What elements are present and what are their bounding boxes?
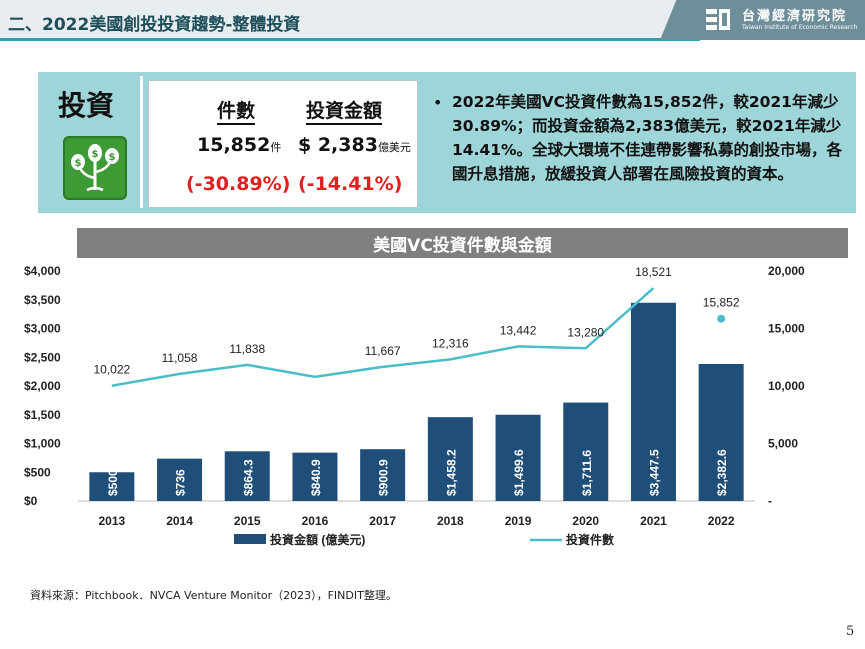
y-left-tick-label: $1,500 (24, 408, 61, 422)
logo-background (660, 0, 865, 40)
slide-title: 二、2022美國創投投資趨勢-整體投資 (8, 15, 301, 35)
x-tick-label: 2016 (302, 514, 329, 528)
bar (292, 452, 338, 501)
y-left-tick-label: $500 (24, 465, 51, 479)
count-value-label: 12,316 (432, 336, 469, 350)
y-right-tick-label: 20,000 (768, 264, 805, 278)
vc-investment-chart: $0 $500 $1,000 $1,500 $2,000 $2,500 $3,000 $3,5… (24, 264, 805, 547)
x-tick-label: 2013 (98, 514, 125, 528)
summary-bullet: • (433, 93, 443, 112)
y-right-tick-label: 10,000 (768, 379, 805, 393)
bar (157, 458, 203, 501)
bar (89, 472, 135, 501)
x-tick-label: 2014 (166, 514, 193, 528)
bar-value-label: $900.9 (377, 459, 391, 496)
count-value-label: 13,442 (500, 323, 537, 337)
logo-name: 台灣經濟研究院 (742, 9, 848, 24)
bar (427, 417, 473, 501)
count-value-label: 10,022 (93, 363, 130, 377)
svg-text:$: $ (75, 158, 82, 169)
bar-value-label: $840.9 (309, 459, 323, 496)
bar (495, 414, 541, 501)
header-underline (0, 38, 700, 41)
stat-box (148, 80, 418, 208)
bar-value-label: $500 (106, 469, 120, 496)
bar (360, 449, 406, 501)
bar (698, 364, 744, 501)
count-value-label: 13,280 (567, 325, 604, 339)
svg-text:$: $ (92, 149, 99, 160)
bar-value-label: $736 (174, 469, 188, 496)
x-tick-label: 2018 (437, 514, 464, 528)
y-right-tick-label: 15,000 (768, 322, 805, 336)
x-tick-label: 2015 (234, 514, 261, 528)
institute-logo-icon (706, 9, 730, 30)
bar (630, 302, 676, 501)
chart-title-band (77, 228, 848, 258)
x-tick-label: 2022 (708, 514, 735, 528)
y-right-tick-label: 5,000 (768, 437, 798, 451)
x-tick-label: 2021 (640, 514, 667, 528)
y-left-tick-label: $2,000 (24, 379, 61, 393)
y-left-tick-label: $1,000 (24, 437, 61, 451)
amount-value: $ 2,383億美元 (298, 134, 411, 156)
bar-value-label: $2,382.6 (715, 449, 729, 496)
count-value-label: 15,852 (703, 296, 740, 310)
legend-bar-label: 投資金額 (億美元) (270, 532, 365, 547)
y-left-tick-label: $3,500 (24, 293, 61, 307)
bar-value-label: $864.3 (241, 459, 255, 496)
source-note: 資料來源：Pitchbook．NVCA Venture Monitor（2023… (30, 589, 397, 602)
bar (224, 451, 270, 501)
y-right-tick-label: - (768, 494, 772, 508)
count-unit: 件 (270, 141, 282, 154)
page-number: 5 (846, 624, 855, 639)
bar-value-label: $1,711.6 (580, 450, 594, 496)
x-tick-label: 2020 (572, 514, 599, 528)
count-value-label: 11,058 (162, 351, 198, 365)
count-value-label: 11,838 (229, 342, 265, 356)
amount-number: $ 2,383 (298, 134, 378, 156)
x-tick-label: 2017 (369, 514, 396, 528)
count-number: 15,852 (197, 134, 271, 156)
amount-header: 投資金額 (306, 96, 383, 125)
money-plant-icon: $ $ $ (63, 136, 127, 200)
count-marker-2022 (717, 314, 726, 323)
bar-value-label: $3,447.5 (647, 449, 661, 496)
count-line (111, 287, 655, 387)
legend-bar-swatch (234, 534, 266, 544)
summary-text: 2022年美國VC投資件數為15,852件，較2021年減少30.89%；而投資… (452, 93, 843, 183)
chart-title: 美國VC投資件數與金額 (373, 236, 552, 256)
y-left-tick-label: $0 (24, 494, 38, 508)
panel-title: 投資 (58, 89, 115, 122)
svg-text:$: $ (109, 152, 116, 163)
logo-english-name: Taiwan Institute of Economic Research (742, 24, 858, 31)
bar (563, 402, 609, 501)
count-value-label: 11,667 (365, 344, 401, 358)
count-value: 15,852件 (197, 134, 281, 156)
bar-value-label: $1,458.2 (444, 449, 458, 496)
y-left-tick-label: $2,500 (24, 350, 61, 364)
bar-value-label: $1,499.6 (512, 449, 526, 496)
x-tick-label: 2019 (505, 514, 532, 528)
count-change: (-30.89%) (186, 173, 291, 195)
amount-unit: 億美元 (377, 141, 411, 154)
y-left-tick-label: $4,000 (24, 264, 61, 278)
y-left-tick-label: $3,000 (24, 322, 61, 336)
amount-change: (-14.41%) (298, 173, 403, 195)
count-value-label: 18,521 (635, 265, 672, 279)
count-header: 件數 (217, 96, 256, 125)
legend-line-label: 投資件數 (566, 532, 614, 547)
panel-divider (140, 76, 143, 208)
